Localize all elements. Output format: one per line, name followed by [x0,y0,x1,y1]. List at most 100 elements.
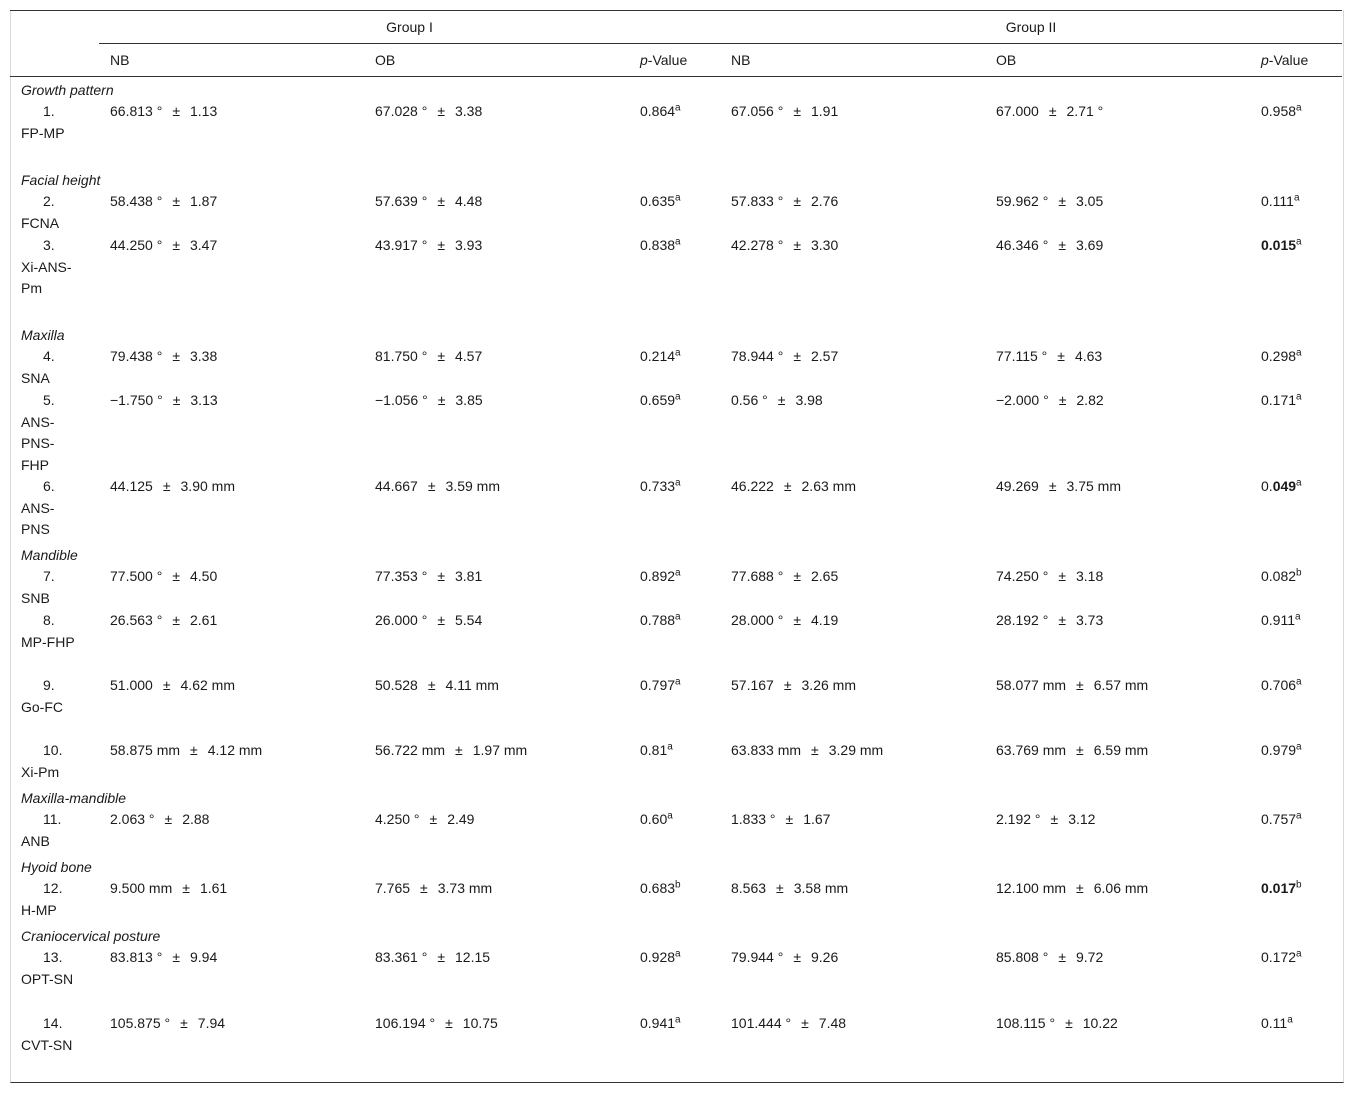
mean-value: 63.833 mm [731,742,802,758]
g1-nb-value: 77.500 ° ±4.50 [110,566,217,587]
footnote-marker: a [1296,810,1302,822]
sd-value: 5.54 [455,612,483,628]
sd-value: 3.05 [1076,193,1104,209]
sd-value: 2.82 [1076,392,1104,408]
plus-minus-sign: ± [1057,348,1065,364]
mean-value: 50.528 [375,677,418,693]
footnote-marker: a [675,948,681,960]
g1-ob-value: 43.917 ° ±3.93 [375,235,482,256]
footnote-marker: a [675,611,681,623]
sd-value: 4.19 [811,612,839,628]
sd-value: 3.26 mm [801,677,856,693]
g1-pvalue: 0.838a [640,236,681,253]
sd-value: 10.75 [462,1015,498,1031]
mean-value: 46.346 ° [996,237,1049,253]
mean-value: 58.438 ° [110,193,163,209]
plus-minus-sign: ± [172,193,180,209]
g2-nb-value: 79.944 ° ±9.26 [731,947,838,968]
g1-nb-value: 66.813 ° ±1.13 [110,101,217,122]
mean-value: 4.250 ° [375,811,420,827]
g2-pvalue: 0.298a [1261,347,1302,364]
plus-minus-sign: ± [1058,392,1067,408]
col-g1-ob-header: OB [375,52,396,68]
plus-minus-sign: ± [172,568,180,584]
plus-minus-sign: ± [1076,880,1084,896]
col-g1-nb-header: NB [110,52,130,68]
row-label: 7. SNB [21,566,81,609]
mean-value: 46.222 [731,478,774,494]
mean-value: 79.438 ° [110,348,163,364]
g2-nb-value: 67.056 ° ±1.91 [731,101,838,122]
plus-minus-sign: ± [1058,568,1066,584]
g2-pvalue: 0.11a [1261,1014,1293,1031]
g1-pvalue: 0.60a [640,810,673,827]
plus-minus-sign: ± [783,478,792,494]
sd-value: 3.47 [190,237,218,253]
sd-value: 9.72 [1076,949,1104,965]
plus-minus-sign: ± [793,949,801,965]
plus-minus-sign: ± [437,193,445,209]
measurement-name: H-​MP [21,901,57,918]
measurement-name: ANS-​PNS [21,499,55,538]
footnote-marker: a [1296,477,1302,489]
group2-title: Group II [1005,19,1057,35]
g1-pvalue: 0.635a [640,192,681,209]
g1-pvalue: 0.683b [640,879,681,896]
g1-nb-value: 2.063 ° ±2.88 [110,809,209,830]
footnote-marker: a [1287,1014,1293,1026]
sd-value: 3.69 [1076,237,1104,253]
g1-pvalue: 0.892a [640,567,681,584]
sd-value: 7.48 [818,1015,847,1031]
g1-ob-value: 57.639 ° ±4.48 [375,191,482,212]
g1-ob-value: 83.361 ° ±12.15 [375,947,490,968]
measurement-name: SNA [21,369,50,386]
g1-pvalue: 0.797a [640,676,681,693]
mean-value: 108.115 ° [996,1015,1056,1031]
pvalue-header-text: p-Value [640,52,688,68]
footnote-marker: a [675,347,681,359]
g2-pvalue: 0.172a [1261,948,1302,965]
footnote-marker: a [1296,347,1302,359]
mean-value: 83.361 ° [375,949,428,965]
g2-pvalue: 0.015a [1261,236,1302,253]
section-title: Maxilla [21,327,65,343]
mean-value: 58.875 mm [110,742,181,758]
mean-value: 2.192 ° [996,811,1041,827]
mean-value: 81.750 ° [375,348,428,364]
table-top-rule [10,10,1342,11]
mean-value: 74.250 ° [996,568,1049,584]
plus-minus-sign: ± [1058,193,1066,209]
row-number: 2. [43,193,55,209]
plus-minus-sign: ± [190,742,198,758]
sd-value: 1.91 [811,103,839,119]
g2-ob-value: 77.115 ° ±4.63 [996,346,1102,367]
plus-minus-sign: ± [793,103,801,119]
col-g2-ob-header: OB [996,52,1017,68]
measurement-name: OPT-​SN [21,970,74,987]
sd-value: 6.59 mm [1093,742,1149,758]
measurement-name: ANB [21,832,50,849]
mean-value: 56.722 mm [375,742,446,758]
row-number: 9. [43,677,55,693]
sd-value: 3.38 [455,103,483,119]
plus-minus-sign: ± [793,193,801,209]
plus-minus-sign: ± [1058,237,1066,253]
sd-value: 4.62 mm [180,677,235,693]
g1-nb-value: 9.500 mm ±1.61 [110,878,227,899]
g1-ob-value: 7.765 ±3.73 mm [375,878,492,899]
measurement-name: MP-​FHP [21,633,75,650]
plus-minus-sign: ± [437,949,445,965]
sd-value: 2.61 [190,612,218,628]
g2-pvalue: 0.082b [1261,567,1302,584]
mean-value: 8.563 [731,880,767,896]
row-label: 2. FCNA [21,191,81,234]
g2-nb-value: 8.563 ±3.58 mm [731,878,848,899]
g1-nb-value: −1.750 ° ±3.13 [110,390,218,411]
row-label: 4. SNA [21,346,81,389]
plus-minus-sign: ± [180,1015,188,1031]
plus-minus-sign: ± [162,478,171,494]
g1-ob-value: 67.028 ° ±3.38 [375,101,482,122]
g2-nb-value: 63.833 mm ±3.29 mm [731,740,883,761]
plus-minus-sign: ± [437,237,445,253]
g1-ob-value: 106.194 ° ±10.75 [375,1013,498,1034]
